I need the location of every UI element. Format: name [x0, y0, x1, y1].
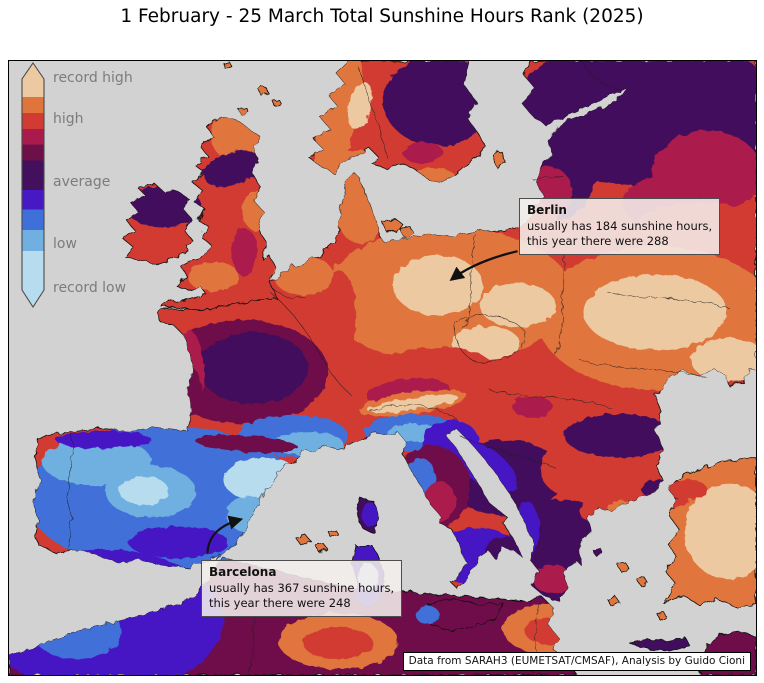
- berlin-arrow: [449, 250, 518, 282]
- attribution-box: Data from SARAH3 (EUMETSAT/CMSAF), Analy…: [402, 652, 751, 671]
- europe-map-frame: record high high average low record low …: [8, 60, 757, 676]
- barcelona-callout: Barcelona usually has 367 sunshine hours…: [201, 560, 403, 618]
- barcelona-callout-line2: this year there were 248: [209, 596, 351, 610]
- berlin-callout-line1: usually has 184 sunshine hours,: [527, 218, 713, 233]
- annotation-arrows: [206, 250, 518, 554]
- berlin-callout-city: Berlin: [527, 203, 567, 217]
- barcelona-callout-line1: usually has 367 sunshine hours,: [209, 580, 395, 595]
- berlin-callout-line2: this year there were 288: [527, 234, 669, 248]
- page-title: 1 February - 25 March Total Sunshine Hou…: [120, 6, 644, 27]
- berlin-callout: Berlin usually has 184 sunshine hours, t…: [519, 198, 721, 256]
- barcelona-arrow: [206, 515, 244, 554]
- europe-map-svg: [9, 61, 756, 675]
- barcelona-callout-city: Barcelona: [209, 565, 277, 579]
